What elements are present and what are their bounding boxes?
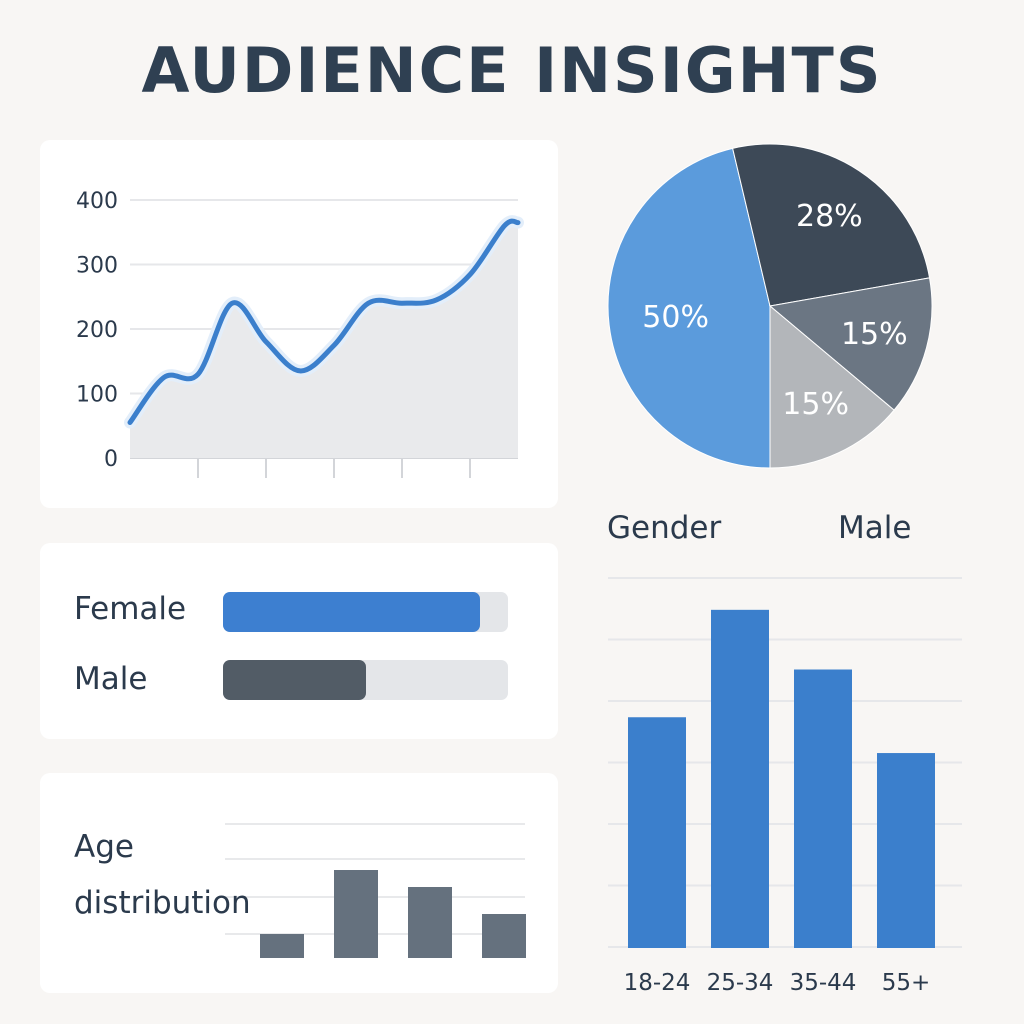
pie-slice <box>768 277 933 411</box>
age-bar <box>628 717 686 948</box>
female-bar-fill <box>223 592 480 632</box>
age-category-label: 25-34 <box>707 970 774 996</box>
gender-bars-card: Female Male <box>40 543 558 739</box>
pie-slice <box>769 304 895 469</box>
y-tick-label: 100 <box>76 383 118 408</box>
age-bar <box>877 753 935 948</box>
y-tick-label: 400 <box>76 189 118 214</box>
age-bar <box>794 669 852 948</box>
age-distribution-card: Age distribution <box>40 773 558 993</box>
age-category-label: 55+ <box>882 970 931 996</box>
pie-slice-label: 15% <box>841 317 908 352</box>
line-chart-card: 0 100 200 300 400 <box>40 140 558 508</box>
y-tick-label: 0 <box>104 447 118 472</box>
pie-slice-label: 28% <box>796 199 863 234</box>
gender-label-female: Female <box>74 591 187 627</box>
gender-label-male: Male <box>74 661 148 697</box>
age-grid-line <box>225 858 525 860</box>
age-distribution-title: Age distribution <box>74 829 251 921</box>
age-bar <box>711 609 769 948</box>
gender-header: Gender <box>607 510 722 546</box>
female-bar-track <box>223 592 508 632</box>
age-distribution-bar <box>482 914 526 958</box>
male-bar-fill <box>223 660 366 700</box>
y-tick-label: 200 <box>76 318 118 343</box>
page-title: AUDIENCE INSIGHTS <box>141 34 883 107</box>
area-fill <box>130 221 518 458</box>
age-distribution-bar <box>260 933 304 958</box>
male-bar-track <box>223 660 508 700</box>
age-distribution-bar <box>408 886 452 958</box>
line-chart: 0 100 200 300 400 <box>76 189 524 478</box>
y-tick-label: 300 <box>76 254 118 279</box>
pie-slice <box>732 143 931 307</box>
male-header: Male <box>838 510 912 546</box>
age-category-label: 35-44 <box>790 970 857 996</box>
pie-slice-label: 50% <box>642 300 709 335</box>
age-grid-line <box>225 823 525 825</box>
age-distribution-bar <box>334 870 378 958</box>
age-category-label: 18-24 <box>624 970 691 996</box>
pie-slice <box>607 147 771 469</box>
pie-slice-label: 15% <box>782 387 849 422</box>
